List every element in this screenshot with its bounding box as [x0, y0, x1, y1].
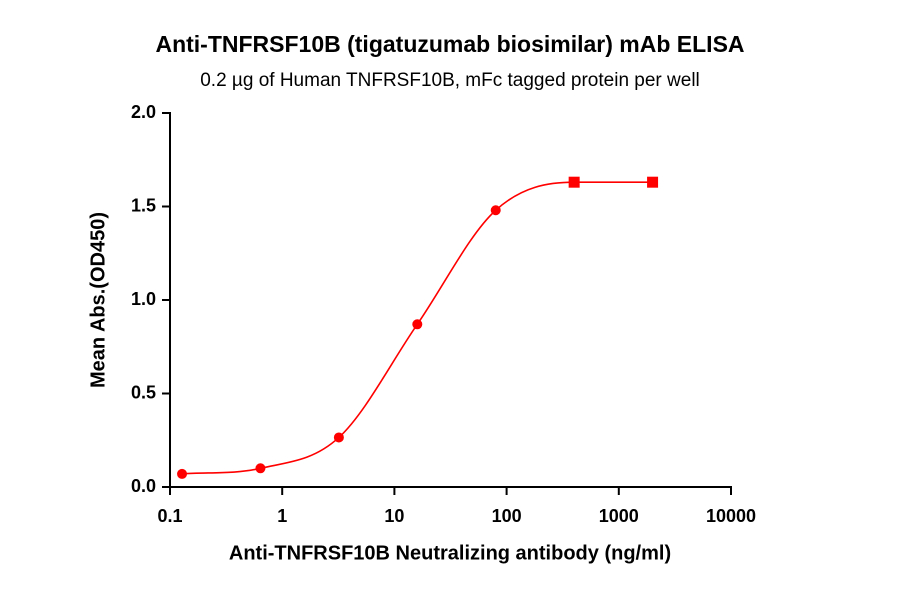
data-point	[255, 463, 266, 474]
data-point	[647, 176, 659, 188]
data-point	[333, 432, 344, 443]
x-axis-label: Anti-TNFRSF10B Neutralizing antibody (ng…	[229, 542, 671, 564]
data-point	[177, 468, 188, 479]
chart-subtitle: 0.2 µg of Human TNFRSF10B, mFc tagged pr…	[200, 70, 700, 91]
x-tick-label: 1	[277, 506, 287, 526]
x-tick-label: 10000	[706, 506, 756, 526]
chart-title: Anti-TNFRSF10B (tigatuzumab biosimilar) …	[155, 31, 744, 57]
x-tick-label: 10	[384, 506, 404, 526]
data-point	[568, 176, 580, 188]
y-tick-label: 0.5	[131, 382, 156, 402]
x-tick-label: 0.1	[157, 506, 182, 526]
y-axis-label: Mean Abs.(OD450)	[87, 212, 109, 388]
x-tick-label: 100	[492, 506, 522, 526]
y-tick-label: 2.0	[131, 102, 156, 122]
data-point	[490, 205, 501, 216]
y-tick-label: 1.5	[131, 195, 156, 215]
y-tick-label: 1.0	[131, 289, 156, 309]
x-tick-label: 1000	[599, 506, 639, 526]
y-tick-label: 0.0	[131, 476, 156, 496]
data-point	[412, 319, 423, 330]
